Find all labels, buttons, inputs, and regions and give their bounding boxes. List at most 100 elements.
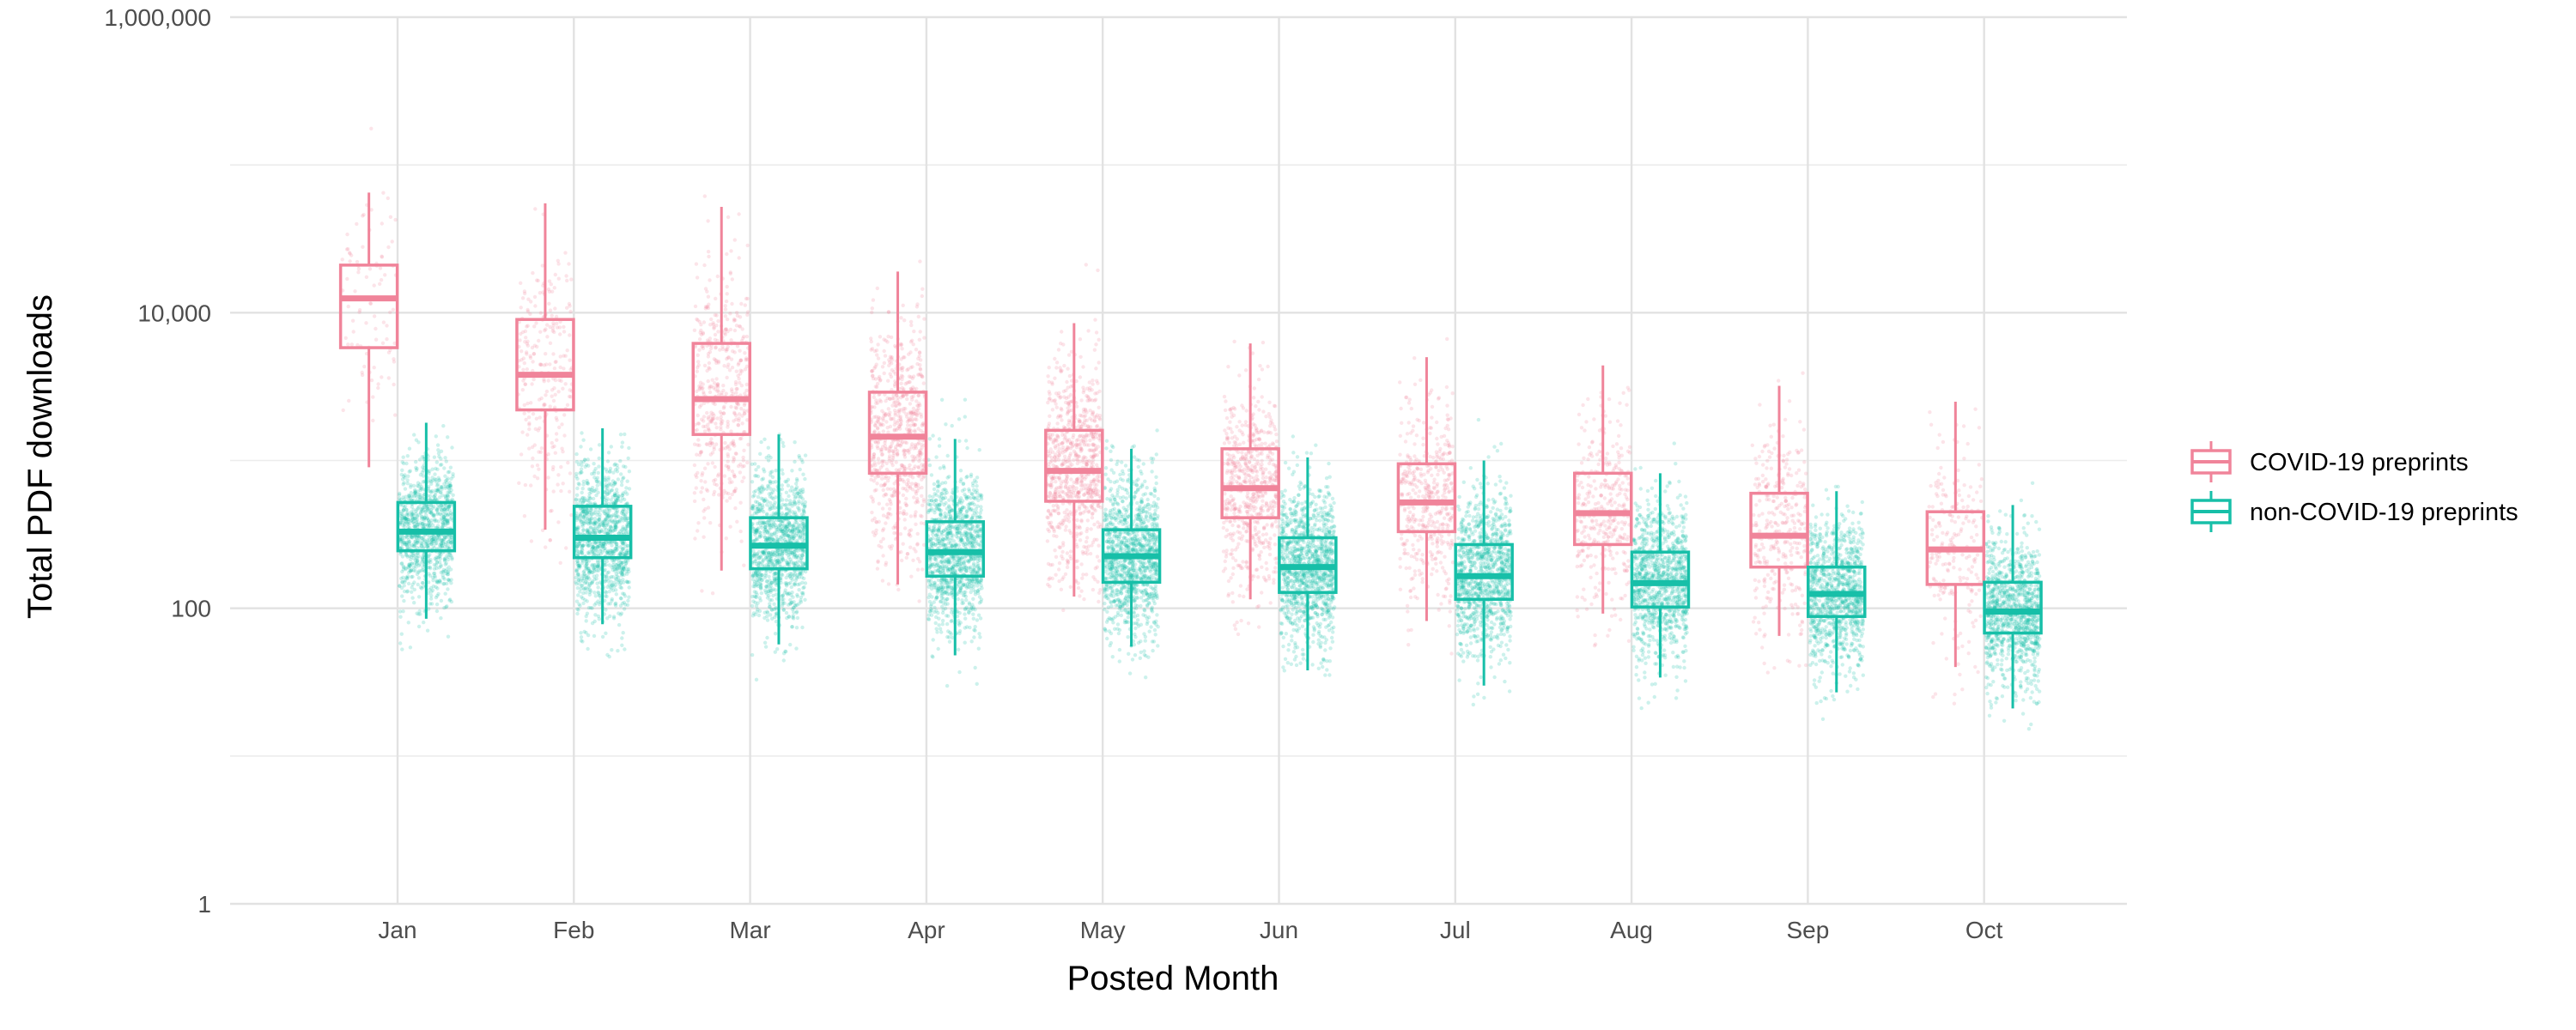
jitter-point <box>1443 427 1447 430</box>
jitter-point <box>345 233 349 236</box>
jitter-point <box>568 490 571 494</box>
jitter-point <box>1448 473 1451 476</box>
jitter-point <box>1231 573 1235 576</box>
jitter-point <box>693 443 696 446</box>
jitter-point <box>1266 365 1269 368</box>
jitter-point <box>1589 576 1592 579</box>
jitter-point <box>739 359 743 362</box>
jitter-point <box>872 298 875 301</box>
jitter-point <box>1419 379 1422 382</box>
jitter-point <box>1614 525 1618 529</box>
jitter-point <box>919 367 922 370</box>
jitter-point <box>1230 415 1233 419</box>
jitter-point <box>920 415 923 418</box>
jitter-point <box>1268 415 1272 419</box>
jitter-point <box>1080 483 1084 487</box>
jitter-point <box>1931 641 1935 645</box>
jitter-point <box>1604 457 1607 460</box>
jitter-point <box>543 329 546 332</box>
jitter-point <box>731 277 734 281</box>
jitter-point <box>1070 495 1073 499</box>
jitter-point <box>374 338 378 342</box>
jitter-point <box>1943 616 1947 620</box>
jitter-point <box>1930 553 1934 556</box>
jitter-point <box>730 480 733 483</box>
jitter-point <box>532 352 536 355</box>
jitter-point <box>707 352 710 355</box>
jitter-point <box>722 411 726 415</box>
jitter-point <box>534 427 538 431</box>
jitter-point <box>1788 399 1791 403</box>
jitter-point <box>1434 562 1437 566</box>
jitter-point <box>1584 525 1588 529</box>
jitter-point <box>532 412 535 415</box>
jitter-point <box>878 502 881 506</box>
jitter-point <box>1615 442 1619 445</box>
jitter-point <box>1236 530 1239 533</box>
jitter-point <box>371 419 374 422</box>
jitter-point <box>724 328 727 331</box>
jitter-point <box>1625 498 1629 501</box>
jitter-point <box>1261 467 1264 470</box>
jitter-point <box>531 464 534 468</box>
jitter-point <box>1224 409 1227 412</box>
jitter-point <box>1801 594 1804 597</box>
jitter-point <box>1050 481 1054 484</box>
jitter-point <box>720 419 724 422</box>
jitter-point <box>1957 533 1960 536</box>
jitter-point <box>723 474 726 477</box>
jitter-point <box>1794 503 1797 506</box>
jitter-point <box>1790 612 1794 615</box>
jitter-point <box>1973 560 1977 564</box>
jitter-point <box>876 566 879 570</box>
jitter-point <box>385 337 388 341</box>
jitter-point <box>1054 366 1058 369</box>
jitter-point <box>1441 506 1444 509</box>
jitter-point <box>1093 348 1097 352</box>
jitter-point <box>1445 337 1449 341</box>
jitter-point <box>1765 523 1769 526</box>
jitter-point <box>902 542 905 546</box>
jitter-point <box>1260 428 1263 432</box>
jitter-point <box>1931 505 1935 508</box>
jitter-point <box>1449 594 1452 597</box>
jitter-point <box>872 534 876 537</box>
jitter-point <box>379 266 382 270</box>
jitter-point <box>1247 621 1250 625</box>
jitter-point <box>874 529 878 532</box>
jitter-point <box>717 393 720 397</box>
jitter-point <box>1783 584 1786 587</box>
jitter-point <box>1267 577 1271 580</box>
jitter-point <box>1444 586 1448 590</box>
jitter-point <box>1406 432 1409 435</box>
jitter-point <box>905 397 908 401</box>
jitter-point <box>1615 551 1619 554</box>
jitter-point <box>1417 494 1420 498</box>
jitter-point <box>1256 494 1260 498</box>
jitter-point <box>1577 538 1580 542</box>
jitter-point <box>1589 526 1592 530</box>
jitter-point <box>1231 477 1235 481</box>
jitter-point <box>1054 492 1057 495</box>
jitter-point <box>1409 496 1413 500</box>
jitter-point <box>1614 480 1618 483</box>
jitter-point <box>708 440 712 444</box>
jitter-point <box>918 457 921 460</box>
jitter-point <box>1245 469 1249 472</box>
jitter-point <box>1789 549 1792 553</box>
jitter-point <box>873 423 877 427</box>
jitter-point <box>1430 415 1433 419</box>
jitter-point <box>1790 589 1794 592</box>
jitter-point <box>1091 588 1095 591</box>
jitter-point <box>1441 526 1444 530</box>
jitter-point <box>707 379 710 383</box>
jitter-point <box>562 482 565 485</box>
jitter-point <box>1236 633 1240 636</box>
jitter-point <box>1055 476 1059 479</box>
jitter-point <box>1804 663 1807 667</box>
jitter-point <box>1260 459 1263 463</box>
jitter-point <box>1222 569 1225 573</box>
jitter-point <box>909 320 913 324</box>
jitter-point <box>1085 483 1089 487</box>
jitter-point <box>1602 536 1606 539</box>
